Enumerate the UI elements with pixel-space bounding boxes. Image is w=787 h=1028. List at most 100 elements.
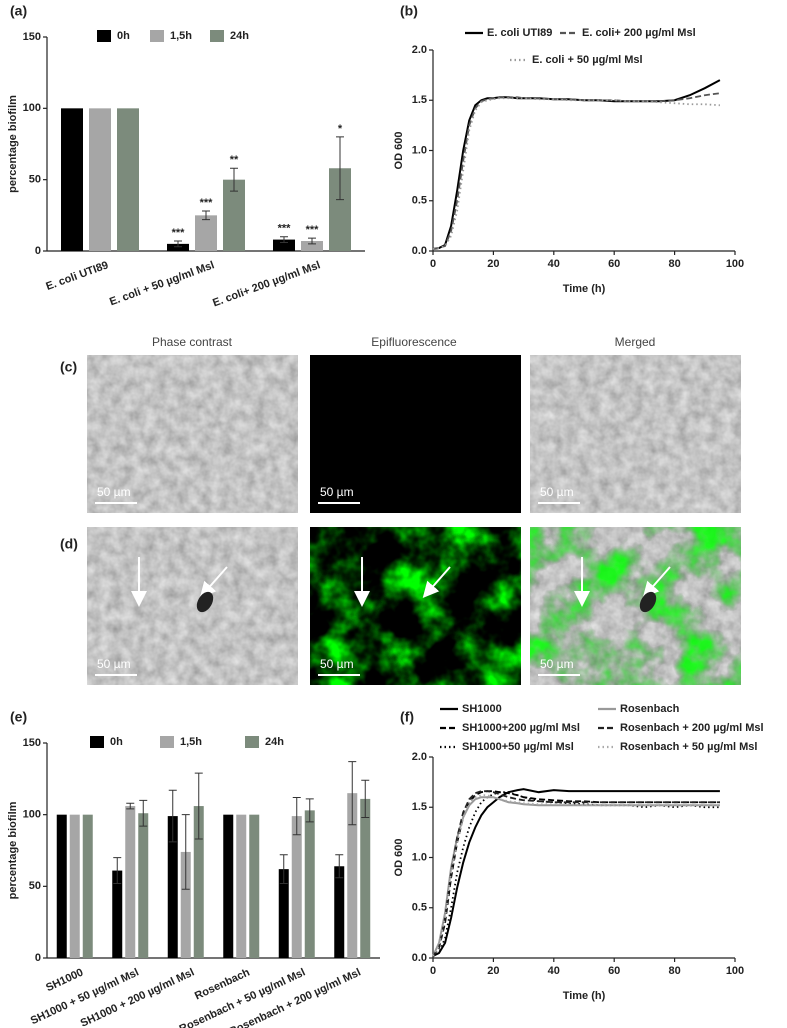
- bar: [195, 215, 217, 251]
- y-tick-label: 0.5: [412, 195, 427, 207]
- x-tick-label: 20: [487, 258, 499, 270]
- bar: [236, 814, 247, 958]
- legend-swatch: [97, 30, 111, 42]
- significance: **: [230, 154, 239, 166]
- bar: [89, 108, 111, 251]
- phase-image: [530, 355, 741, 513]
- panel-label: (c): [60, 359, 77, 375]
- x-tick-label: 40: [548, 965, 560, 977]
- bar: [125, 806, 136, 958]
- panel-label: (b): [400, 3, 418, 19]
- y-tick-label: 1.5: [412, 801, 427, 813]
- y-tick-label: 0.0: [412, 952, 427, 964]
- error-bar: [202, 210, 210, 221]
- scale-label: 50 µm: [320, 485, 354, 499]
- x-tick-label: 20: [487, 965, 499, 977]
- phase-image: [87, 355, 298, 513]
- error-bar: [126, 802, 135, 810]
- error-bar: [174, 240, 182, 248]
- cell-cluster: [639, 591, 657, 613]
- bar: [329, 168, 351, 251]
- phase-image: [87, 527, 298, 685]
- arrow: [642, 566, 671, 599]
- legend-swatch: [245, 736, 259, 748]
- error-bar: [194, 772, 203, 840]
- scale-label: 50 µm: [97, 657, 131, 671]
- legend-label: SH1000+200 µg/ml Msl: [462, 722, 580, 734]
- bar: [304, 810, 315, 958]
- bar: [347, 793, 358, 958]
- y-tick-label: 50: [29, 174, 41, 186]
- bar: [112, 870, 123, 958]
- y-tick-label: 1.0: [412, 851, 427, 863]
- bar: [223, 814, 234, 958]
- y-tick-label: 0: [35, 952, 41, 964]
- fluorescence: [530, 527, 741, 685]
- error-bar: [181, 814, 190, 890]
- bar: [193, 806, 204, 958]
- y-tick-label: 0.0: [412, 245, 427, 257]
- y-tick-label: 100: [23, 102, 41, 114]
- bar: [180, 851, 191, 958]
- legend-label: 24h: [265, 736, 284, 748]
- scale-label: 50 µm: [97, 485, 131, 499]
- x-tick-label: 100: [726, 258, 744, 270]
- error-bar: [113, 857, 122, 884]
- fluorescence: [310, 527, 521, 685]
- legend-label: 0h: [110, 736, 123, 748]
- x-tick-label: 100: [726, 965, 744, 977]
- x-tick-label: E. coli+ 200 µg/ml Msl: [211, 259, 322, 309]
- scale-label: 50 µm: [540, 485, 574, 499]
- line: [432, 791, 720, 957]
- bar: [291, 816, 302, 958]
- x-tick-label: 80: [668, 965, 680, 977]
- line: [432, 794, 720, 957]
- y-tick-label: 150: [23, 31, 41, 43]
- bar: [360, 798, 371, 958]
- scale-label: 50 µm: [540, 657, 574, 671]
- bar: [278, 869, 289, 958]
- bar: [167, 243, 189, 251]
- bar: [249, 814, 260, 958]
- scale-label: 50 µm: [320, 657, 354, 671]
- y-axis-label: OD 600: [393, 839, 405, 877]
- error-bar: [361, 779, 370, 819]
- x-tick-label: E. coli UTI89: [44, 259, 110, 293]
- legend-label: SH1000+50 µg/ml Msl: [462, 741, 574, 753]
- bar: [273, 239, 295, 251]
- legend-label: E. coli+ 200 µg/ml Msl: [582, 27, 696, 39]
- error-bar: [308, 237, 316, 245]
- x-tick-label: 40: [548, 258, 560, 270]
- bar: [223, 179, 245, 251]
- legend-label: 24h: [230, 30, 249, 42]
- error-bar: [335, 854, 344, 879]
- x-tick-label: 60: [608, 965, 620, 977]
- panel-label: (f): [400, 709, 414, 725]
- significance: ***: [172, 227, 186, 239]
- arrow: [199, 566, 228, 599]
- error-bar: [348, 761, 357, 826]
- micrographs: Phase contrast Epifluorescence Merged (c…: [60, 335, 741, 685]
- y-tick-label: 0: [35, 245, 41, 257]
- line: [432, 796, 720, 957]
- legend-label: Rosenbach + 200 µg/ml Msl: [620, 722, 764, 734]
- cell-cluster: [196, 591, 214, 613]
- y-tick-label: 150: [23, 737, 41, 749]
- y-axis-label: OD 600: [393, 132, 405, 170]
- legend-label: 1,5h: [170, 30, 192, 42]
- x-tick-label: 80: [668, 258, 680, 270]
- image-bg: [310, 355, 521, 513]
- line: [432, 788, 720, 957]
- y-tick-label: 1.5: [412, 94, 427, 106]
- y-tick-label: 2.0: [412, 751, 427, 763]
- y-tick-label: 0.5: [412, 902, 427, 914]
- line: [432, 790, 720, 957]
- error-bar: [305, 798, 314, 823]
- x-axis-label: Time (h): [563, 283, 606, 295]
- y-tick-label: 100: [23, 809, 41, 821]
- significance: ***: [306, 224, 320, 236]
- y-tick-label: 2.0: [412, 44, 427, 56]
- error-bar: [336, 136, 344, 201]
- error-bar: [292, 796, 301, 836]
